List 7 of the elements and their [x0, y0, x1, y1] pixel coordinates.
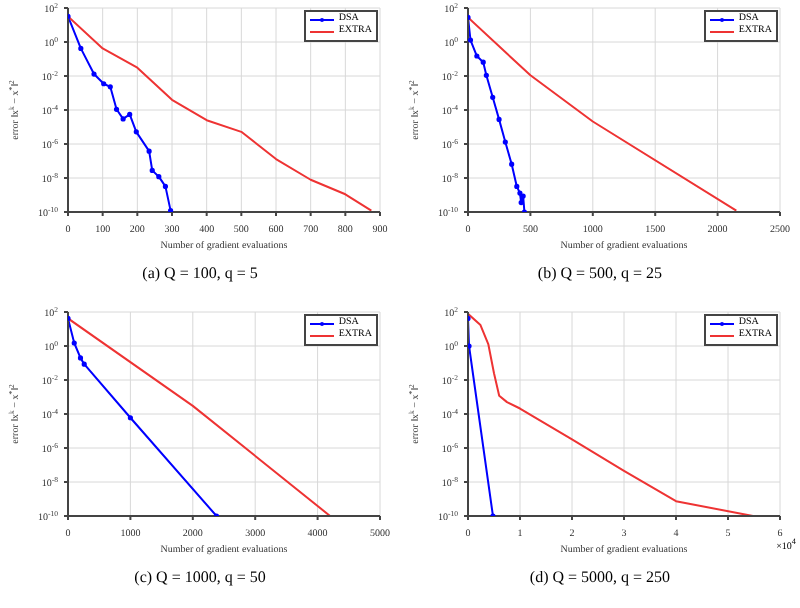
text: (c) Q = 1000, q = 50 [132, 568, 268, 586]
line-series [68, 13, 174, 212]
text: (b) Q = 500, q = 25 [535, 264, 665, 282]
line-series [468, 16, 738, 212]
text: (d) Q = 5000, q = 250 [527, 568, 673, 586]
text: (a) Q = 100, q = 5 [140, 264, 260, 282]
line-series [68, 15, 373, 212]
